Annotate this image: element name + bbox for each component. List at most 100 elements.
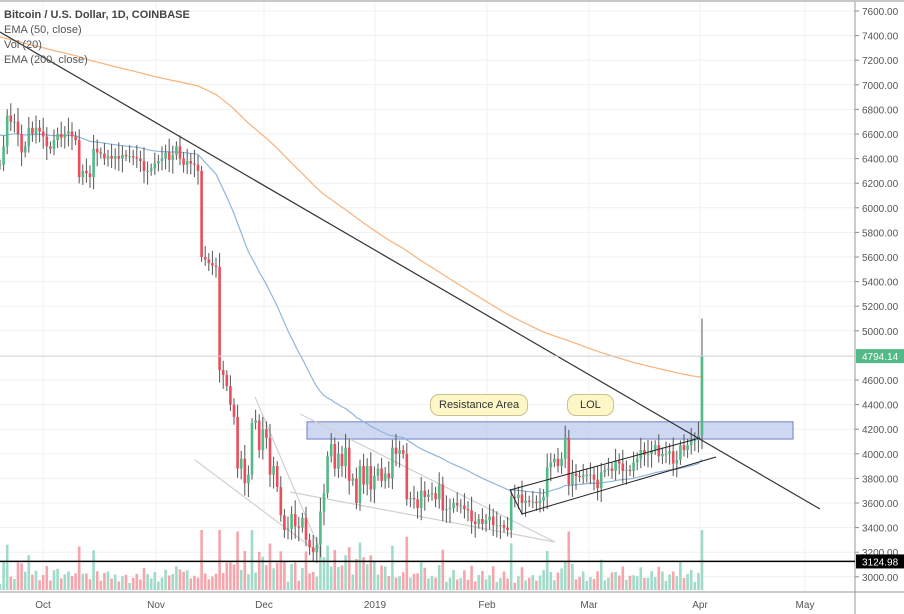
candle-body — [463, 505, 466, 510]
candle — [77, 129, 81, 184]
candle — [466, 501, 470, 522]
volume-bar — [128, 583, 131, 590]
volume-bar — [67, 571, 70, 590]
candle-body — [387, 473, 391, 479]
candle-body — [124, 154, 128, 157]
legend-ema50[interactable]: EMA (50, close) — [4, 24, 82, 36]
candle-body — [59, 134, 63, 138]
candle-body — [477, 518, 481, 524]
candle — [333, 437, 337, 477]
candle — [596, 465, 599, 501]
candle — [499, 515, 502, 539]
y-tick-label: 4000.00 — [862, 450, 899, 461]
volume-bar — [646, 577, 650, 590]
candle-body — [106, 156, 110, 159]
candle — [113, 148, 117, 170]
candle-body — [614, 461, 617, 472]
volume-bar — [689, 570, 693, 590]
volume-bar — [405, 536, 409, 590]
lol-callout[interactable]: LOL — [567, 394, 614, 416]
candle — [405, 442, 409, 506]
candle — [92, 134, 95, 190]
volume-bar — [5, 544, 9, 590]
candle — [63, 126, 67, 149]
candle — [52, 129, 56, 156]
candle-body — [376, 468, 380, 476]
candle — [574, 464, 578, 490]
candle-body — [218, 266, 221, 371]
candle-body — [661, 453, 664, 457]
candle-body — [157, 161, 160, 164]
candle-body — [445, 509, 448, 511]
legend-ema200[interactable]: EMA (200, close) — [4, 54, 88, 66]
last-price-label: 4794.14 — [862, 352, 899, 363]
candle-body — [592, 474, 596, 480]
candle-body — [9, 115, 13, 122]
volume-bar — [463, 570, 466, 590]
volume-bar — [164, 569, 167, 590]
legend-vol[interactable]: Vol (20) — [4, 39, 42, 51]
volume-bar — [686, 574, 689, 590]
volume-bar — [419, 560, 423, 590]
candle-body — [549, 462, 553, 468]
candle-body — [189, 161, 193, 164]
volume-bar — [41, 575, 45, 590]
candle — [459, 499, 463, 514]
candle — [88, 165, 92, 188]
candle — [135, 145, 139, 168]
candle-body — [45, 136, 49, 147]
volume-bar — [200, 530, 203, 590]
candle — [445, 495, 448, 523]
candle-body — [473, 521, 477, 524]
y-tick-label: 4400.00 — [862, 401, 899, 412]
volume-bar — [286, 581, 290, 590]
volume-bar — [229, 562, 232, 590]
candle-body — [693, 440, 697, 442]
candle — [311, 534, 315, 562]
volume-bar — [333, 550, 337, 590]
resistance-area-callout[interactable]: Resistance Area — [430, 394, 529, 416]
candle — [81, 164, 85, 185]
candle — [250, 418, 254, 480]
y-tick-label: 5600.00 — [862, 253, 899, 264]
candle — [279, 476, 283, 522]
candle — [0, 159, 2, 170]
candle-body — [679, 445, 682, 460]
candle — [650, 440, 653, 468]
volume-bar — [391, 545, 394, 590]
candle-body — [340, 453, 344, 467]
y-tick-label: 6200.00 — [862, 179, 899, 190]
volume-bar — [488, 575, 491, 590]
x-tick-label: Mar — [580, 600, 598, 611]
candle-body — [441, 484, 445, 511]
volume-bar — [592, 579, 596, 590]
x-tick-label: Feb — [478, 600, 496, 611]
candle — [686, 438, 689, 458]
candle — [95, 139, 99, 167]
candle — [621, 449, 625, 484]
candle-body — [247, 474, 250, 484]
volume-bar — [171, 574, 175, 590]
volume-bar — [167, 575, 171, 590]
volume-bar — [495, 582, 499, 590]
candle-body — [567, 437, 571, 485]
candle-body — [203, 257, 207, 260]
candle — [232, 398, 236, 425]
candle — [617, 453, 621, 475]
candle — [603, 464, 607, 478]
volume-bar — [344, 555, 347, 590]
candle — [23, 141, 27, 158]
candle-body — [470, 510, 473, 522]
volume-bar — [304, 551, 308, 590]
candle-body — [481, 518, 484, 524]
candle-body — [625, 469, 628, 472]
y-tick-label: 3800.00 — [862, 474, 899, 485]
candle — [398, 440, 401, 468]
volume-bar — [268, 543, 272, 590]
volume-bar — [455, 579, 459, 590]
volume-bar — [124, 574, 128, 590]
candle — [434, 486, 437, 508]
candle — [387, 461, 391, 488]
